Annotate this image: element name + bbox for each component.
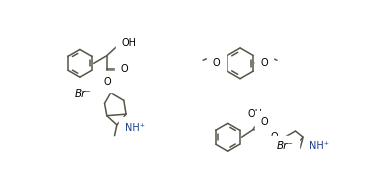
- Text: Br⁻: Br⁻: [276, 141, 293, 152]
- Text: O: O: [121, 64, 128, 74]
- Text: NH⁺: NH⁺: [125, 123, 144, 133]
- Text: OH: OH: [248, 109, 263, 119]
- Text: OH: OH: [122, 38, 136, 48]
- Text: Br⁻: Br⁻: [75, 89, 92, 99]
- Text: O: O: [213, 58, 220, 68]
- Text: O: O: [261, 117, 268, 127]
- Text: O: O: [103, 77, 110, 87]
- Text: O: O: [260, 58, 268, 68]
- Text: NH⁺: NH⁺: [309, 141, 329, 152]
- Text: O: O: [271, 132, 278, 142]
